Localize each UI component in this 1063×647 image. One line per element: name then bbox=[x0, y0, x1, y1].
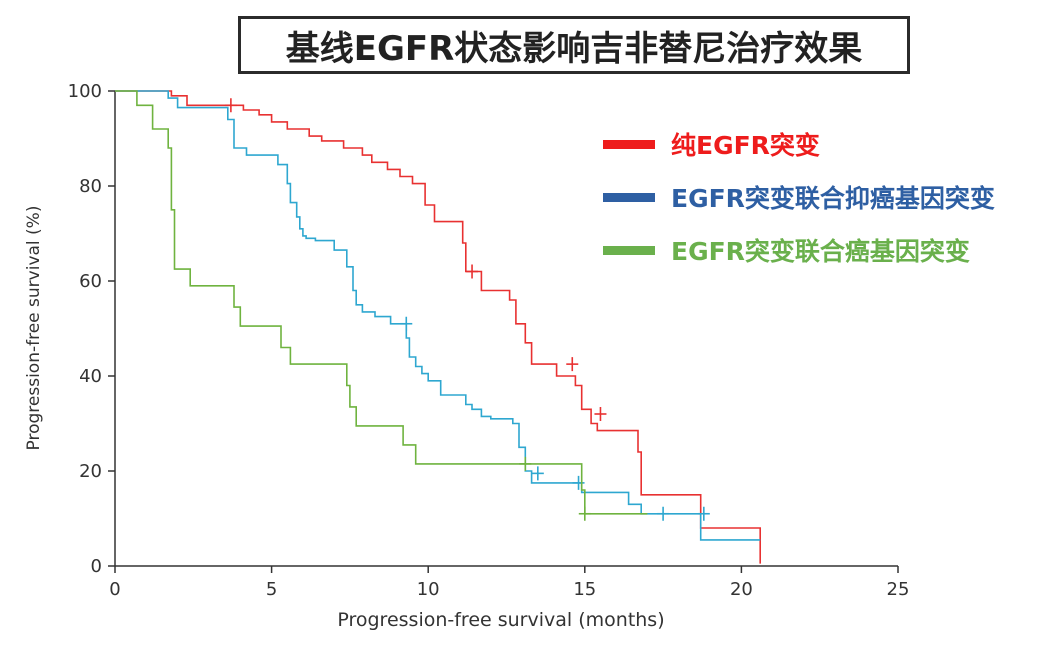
y-tick-label: 60 bbox=[79, 271, 102, 292]
legend-item-pure-egfr: 纯EGFR突变 bbox=[603, 126, 820, 162]
legend-item-egfr-tsg: EGFR突变联合抑癌基因突变 bbox=[603, 179, 995, 215]
survival-curve-0 bbox=[115, 90, 761, 564]
y-tick-label: 0 bbox=[91, 556, 102, 577]
x-tick-label: 0 bbox=[109, 579, 120, 600]
survival-curve-1 bbox=[115, 90, 761, 541]
legend-label-pure-egfr: 纯EGFR突变 bbox=[671, 131, 820, 160]
y-tick-label: 80 bbox=[79, 176, 102, 197]
legend-label-egfr-oncogene: EGFR突变联合癌基因突变 bbox=[671, 237, 970, 266]
x-tick-label: 25 bbox=[887, 579, 910, 600]
y-tick-label: 40 bbox=[79, 366, 102, 387]
x-tick-label: 15 bbox=[573, 579, 596, 600]
legend-item-egfr-oncogene: EGFR突变联合癌基因突变 bbox=[603, 232, 970, 268]
axes: 0 5 10 15 20 25 0 20 40 60 80 100 bbox=[68, 81, 910, 600]
chart-title: 基线EGFR状态影响吉非替尼治疗效果 bbox=[285, 28, 863, 69]
x-tick-label: 5 bbox=[266, 579, 277, 600]
y-axis-label: Progression-free survival (%) bbox=[24, 206, 44, 451]
legend-label-egfr-tsg: EGFR突变联合抑癌基因突变 bbox=[671, 184, 995, 213]
legend-swatch-pure-egfr bbox=[603, 139, 655, 149]
x-tick-label: 20 bbox=[730, 579, 753, 600]
legend-swatch-egfr-tsg bbox=[603, 192, 655, 202]
chart-title-box: 基线EGFR状态影响吉非替尼治疗效果 bbox=[238, 16, 910, 74]
legend-swatch-egfr-oncogene bbox=[603, 245, 655, 255]
y-tick-label: 100 bbox=[68, 81, 102, 102]
y-tick-label: 20 bbox=[79, 461, 102, 482]
x-tick-label: 10 bbox=[417, 579, 440, 600]
survival-curves bbox=[115, 90, 761, 564]
x-axis-label: Progression-free survival (months) bbox=[337, 609, 664, 631]
survival-curve-2 bbox=[115, 90, 648, 515]
